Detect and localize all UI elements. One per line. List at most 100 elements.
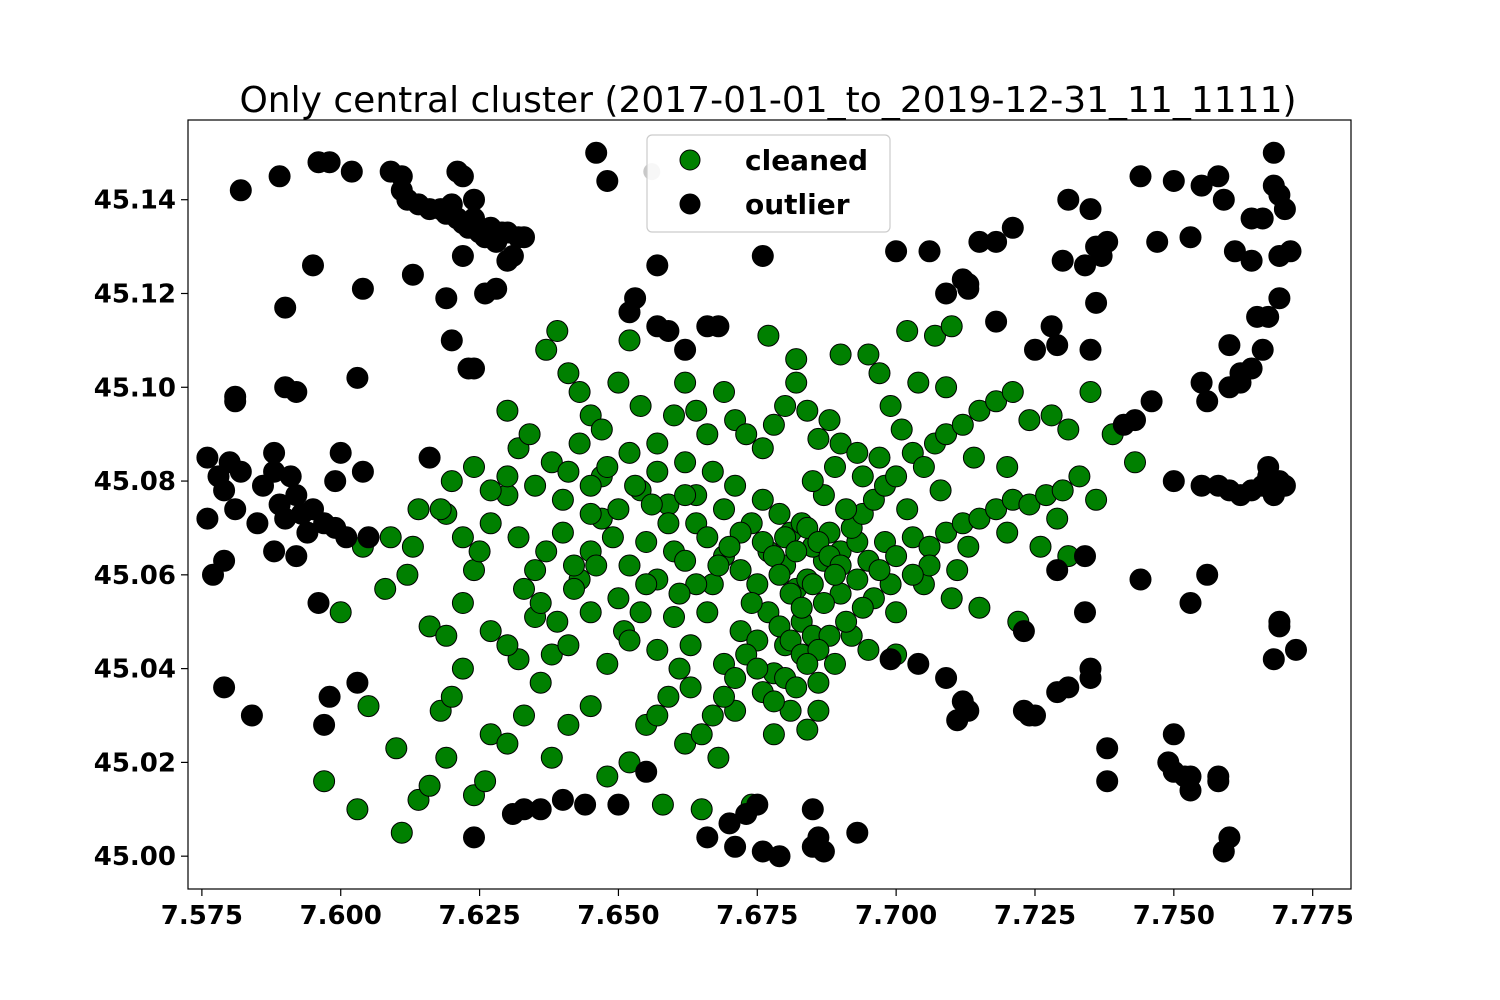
point-outlier (1096, 230, 1119, 253)
point-cleaned (829, 343, 852, 366)
point-cleaned (546, 320, 569, 342)
point-outlier (1124, 409, 1146, 432)
point-outlier (1146, 230, 1169, 253)
point-outlier (1024, 338, 1046, 361)
point-cleaned (735, 423, 758, 446)
point-outlier (246, 512, 269, 535)
point-outlier (1262, 648, 1285, 671)
y-tick-label: 45.14 (94, 186, 176, 216)
point-outlier (1162, 470, 1185, 493)
point-outlier (307, 592, 330, 614)
point-cleaned (885, 465, 908, 488)
point-cleaned (812, 592, 835, 614)
point-outlier (1190, 174, 1213, 197)
point-outlier (463, 188, 485, 211)
point-outlier (1212, 188, 1235, 211)
point-outlier (801, 798, 824, 821)
point-cleaned (746, 573, 769, 596)
point-outlier (302, 254, 324, 277)
point-outlier (213, 676, 236, 699)
point-outlier (1162, 723, 1185, 746)
point-cleaned (1068, 465, 1091, 488)
point-cleaned (474, 770, 497, 793)
point-cleaned (524, 474, 547, 497)
point-cleaned (646, 704, 669, 727)
point-cleaned (529, 671, 552, 694)
point-outlier (551, 788, 574, 811)
point-cleaned (440, 470, 463, 493)
point-outlier (1190, 371, 1213, 394)
point-cleaned (924, 324, 946, 347)
point-cleaned (618, 329, 641, 352)
point-cleaned (729, 620, 752, 643)
point-outlier (957, 273, 980, 296)
point-outlier (318, 151, 341, 174)
point-cleaned (935, 376, 958, 399)
point-cleaned (496, 399, 519, 422)
point-outlier (229, 460, 252, 483)
point-cleaned (907, 371, 930, 394)
point-cleaned (496, 634, 519, 657)
point-cleaned (379, 526, 402, 549)
point-outlier (285, 381, 308, 403)
x-tick-label: 7.675 (716, 901, 798, 931)
point-cleaned (751, 488, 774, 511)
point-outlier (607, 793, 630, 816)
point-outlier (1257, 456, 1280, 478)
series-outlier (196, 141, 1307, 868)
point-cleaned (674, 371, 697, 394)
point-outlier (885, 240, 908, 263)
point-cleaned (596, 456, 619, 478)
point-cleaned (824, 652, 846, 675)
y-axis: 45.00 45.02 45.04 45.06 45.08 45.10 45.12 45.14 (94, 186, 188, 872)
point-cleaned (601, 526, 624, 549)
x-tick-label: 7.775 (1272, 901, 1354, 931)
point-cleaned (618, 441, 641, 464)
point-outlier (1207, 165, 1230, 188)
point-cleaned (696, 601, 719, 624)
y-tick-label: 45.08 (94, 467, 176, 497)
point-outlier (463, 826, 485, 849)
point-cleaned (785, 348, 808, 371)
point-outlier (285, 545, 308, 568)
point-cleaned (563, 577, 585, 600)
point-outlier (357, 526, 380, 549)
point-cleaned (535, 338, 558, 361)
point-cleaned (890, 418, 913, 441)
point-outlier (596, 170, 619, 192)
point-cleaned (646, 460, 669, 483)
point-cleaned (618, 629, 641, 652)
point-outlier (196, 507, 219, 530)
point-cleaned (607, 498, 630, 521)
point-cleaned (635, 573, 658, 596)
point-cleaned (657, 512, 680, 535)
point-outlier (263, 441, 286, 464)
point-cleaned (768, 502, 791, 525)
x-axis: 7.575 7.600 7.625 7.650 7.675 7.700 7.725 7.750… (161, 889, 1354, 931)
point-cleaned (418, 774, 441, 797)
point-cleaned (868, 362, 891, 385)
point-cleaned (557, 713, 580, 736)
point-outlier (1129, 568, 1152, 591)
point-cleaned (740, 592, 763, 614)
point-outlier (224, 498, 247, 521)
point-cleaned (818, 409, 841, 432)
point-cleaned (912, 456, 935, 478)
y-tick-label: 45.06 (94, 561, 176, 591)
chart-title: Only central cluster (2017-01-01_to_2019… (239, 80, 1296, 121)
point-cleaned (762, 545, 785, 568)
point-cleaned (879, 395, 902, 417)
point-cleaned (751, 437, 774, 460)
point-cleaned (563, 554, 585, 577)
point-cleaned (801, 573, 824, 596)
point-cleaned (701, 460, 724, 483)
point-cleaned (951, 413, 974, 436)
point-cleaned (968, 596, 991, 619)
point-cleaned (1051, 479, 1074, 502)
point-outlier (446, 160, 469, 183)
point-cleaned (796, 652, 819, 675)
point-cleaned (1046, 507, 1069, 530)
point-cleaned (674, 451, 697, 474)
point-cleaned (529, 592, 552, 614)
point-cleaned (640, 493, 663, 516)
